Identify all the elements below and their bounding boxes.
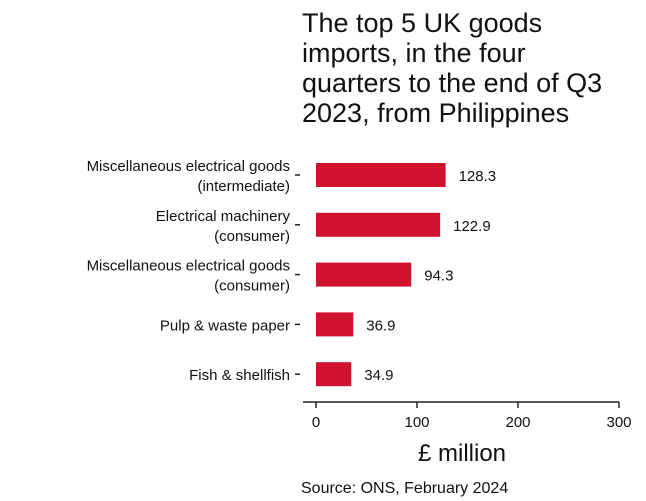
category-label-5-line-1: Fish & shellfish	[189, 367, 290, 384]
category-label-2-line-1: Electrical machinery	[156, 208, 291, 225]
data-label-1: 128.3	[459, 168, 497, 185]
chart-title: The top 5 UK goods imports, in the four …	[302, 8, 603, 128]
bars-layer: 128.3 122.9 94.3 36.9 34.9	[316, 163, 497, 387]
x-axis-label: £ million	[418, 440, 506, 467]
x-axis-layer: 0 100 200 300 £ million	[303, 401, 632, 467]
bar-3	[316, 262, 412, 287]
bar-4	[316, 312, 354, 337]
category-label-3-line-1: Miscellaneous electrical goods	[87, 258, 290, 275]
data-label-3: 94.3	[424, 268, 453, 285]
data-label-5: 34.9	[364, 367, 393, 384]
category-label-4-line-1: Pulp & waste paper	[160, 317, 290, 334]
category-label-1-line-1: Miscellaneous electrical goods	[87, 158, 290, 175]
category-label-3-line-2: (consumer)	[214, 278, 290, 295]
category-label-2-line-2: (consumer)	[214, 228, 290, 245]
bar-1	[316, 163, 446, 187]
x-axis-tick-label-1: 0	[312, 414, 320, 431]
category-labels-layer: Miscellaneous electrical goods (intermedi…	[87, 158, 300, 384]
x-axis-tick-label-3: 200	[505, 414, 530, 431]
category-label-1-line-2: (intermediate)	[197, 178, 290, 195]
bar-2	[316, 212, 441, 237]
x-axis-tick-label-4: 300	[606, 414, 631, 431]
x-axis-tick-label-2: 100	[404, 414, 429, 431]
bar-5	[316, 362, 352, 387]
source-note: Source: ONS, February 2024	[301, 480, 509, 497]
data-label-2: 122.9	[453, 218, 491, 235]
data-label-4: 36.9	[366, 317, 395, 334]
